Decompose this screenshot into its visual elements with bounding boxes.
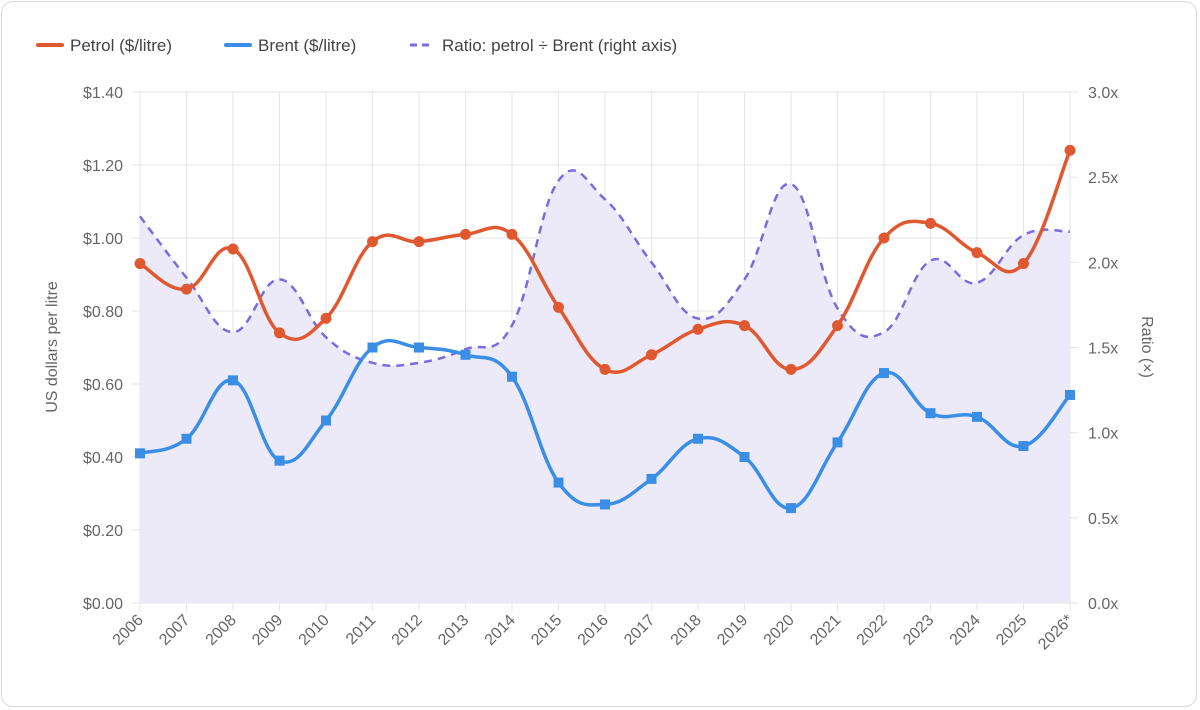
series-markers [134,144,1076,514]
data-point-petrol [367,236,378,248]
data-point-petrol [1064,144,1076,156]
legend-item-brent[interactable]: Brent ($/litre) [224,36,356,55]
x-tick-label: 2012 [389,612,426,649]
x-tick-label: 2026* [1035,612,1077,654]
data-point-brent [1018,441,1029,452]
x-tick-label: 2019 [714,612,751,649]
y-left-tick-label: $0.40 [83,450,123,467]
y-right-tick-label: 2.0x [1088,255,1118,272]
data-point-brent [925,408,936,419]
data-point-brent [181,433,192,444]
legend-item-petrol[interactable]: Petrol ($/litre) [36,36,172,55]
y-right-tick-label: 1.0x [1088,426,1118,443]
x-tick-label: 2025 [993,612,1030,649]
data-point-brent [600,499,610,510]
series-line-ratio [139,169,1071,368]
data-point-petrol [785,363,797,375]
data-point-petrol [413,236,425,248]
y-right-tick-label: 0.0x [1088,596,1118,613]
data-point-petrol [739,320,750,332]
y-right-axis-title: Ratio (×) [1138,316,1155,378]
x-tick-label: 2016 [575,612,612,649]
data-point-petrol [646,349,657,361]
data-point-brent [786,503,796,514]
x-tick-label: 2020 [761,612,798,649]
x-tick-label: 2017 [621,612,658,649]
x-tick-label: 2011 [343,612,379,648]
data-point-brent [1065,389,1075,400]
y-left-axis-title: US dollars per litre [44,281,61,413]
y-left-tick-label: $0.80 [83,304,123,321]
data-point-petrol [599,363,611,375]
y-left-tick-label: $1.00 [83,231,123,248]
x-tick-label: 2007 [156,612,193,649]
data-point-petrol [971,247,983,259]
data-point-brent [507,371,517,382]
data-point-brent [553,477,564,488]
x-tick-label: 2024 [947,612,984,649]
data-point-brent [367,342,378,353]
y-right-tick-label: 3.0x [1088,85,1118,102]
data-point-petrol [925,217,936,229]
data-point-brent [879,368,889,379]
ratio-area [140,170,1070,603]
legend-label-brent: Brent ($/litre) [258,36,356,55]
legend-label-petrol: Petrol ($/litre) [70,36,172,55]
x-tick-label: 2009 [249,612,286,649]
y-left-tick-label: $0.00 [83,596,123,613]
data-point-brent [460,349,471,360]
y-left-tick-label: $0.20 [83,523,123,540]
x-tick-label: 2015 [528,612,565,649]
x-tick-label: 2018 [668,612,705,649]
data-point-brent [321,415,331,426]
ratio-area-fill [140,170,1070,603]
x-tick-label: 2021 [807,612,844,649]
data-point-petrol [692,323,704,335]
data-point-petrol [227,243,239,255]
data-point-petrol [320,312,332,324]
data-point-petrol [1018,258,1029,270]
legend: Petrol ($/litre) Brent ($/litre) Ratio: … [36,36,677,55]
data-point-brent [832,437,843,448]
x-tick-label: 2013 [435,612,472,649]
x-tick-label: 2010 [296,612,333,649]
y-right-tick-label: 0.5x [1088,511,1118,528]
y-left-tick-label: $1.20 [83,158,123,175]
data-point-petrol [181,283,192,295]
data-point-brent [414,342,424,353]
y-left-tick-label: $1.40 [83,85,123,102]
x-tick-label: 2006 [110,612,147,649]
legend-item-ratio[interactable]: Ratio: petrol ÷ Brent (right axis) [410,36,677,55]
data-point-petrol [274,327,285,339]
y-left-tick-label: $0.60 [83,377,123,394]
data-point-brent [228,375,238,386]
data-point-petrol [460,228,471,240]
data-point-petrol [506,228,518,240]
legend-label-ratio: Ratio: petrol ÷ Brent (right axis) [442,36,677,55]
x-tick-label: 2023 [900,612,937,649]
y-right-tick-label: 2.5x [1088,170,1118,187]
data-point-brent [274,455,285,466]
data-point-brent [693,433,703,444]
data-point-petrol [878,232,890,244]
data-point-petrol [134,258,146,270]
x-tick-label: 2022 [854,612,891,649]
data-point-petrol [832,320,843,332]
data-point-petrol [553,301,564,313]
y-right-tick-label: 1.5x [1088,341,1118,358]
data-point-brent [972,411,982,422]
data-point-brent [135,448,145,459]
x-tick-label: 2008 [203,612,240,649]
data-point-brent [646,473,657,484]
x-tick-label: 2014 [482,612,519,649]
data-point-brent [739,452,750,462]
